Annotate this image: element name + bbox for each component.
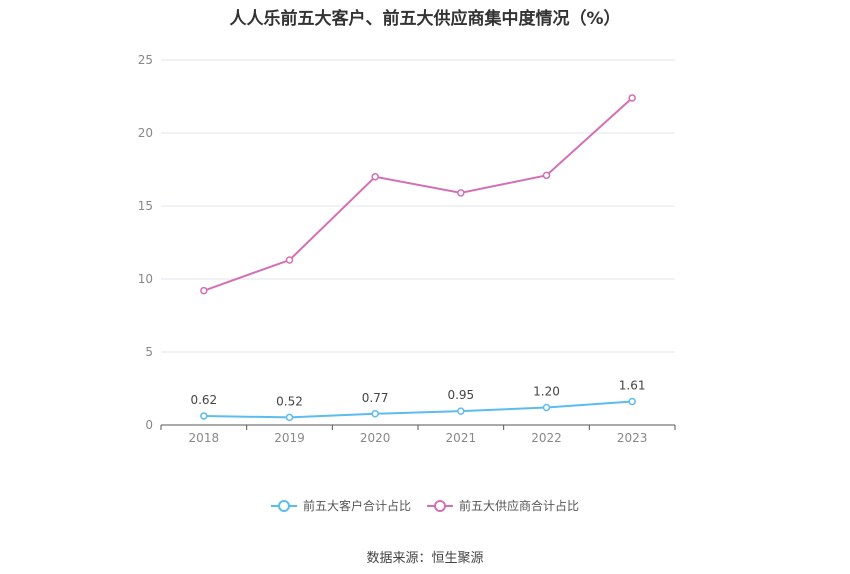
y-tick-label: 25 xyxy=(138,53,153,67)
legend-item[interactable]: 前五大客户合计占比 xyxy=(270,497,411,514)
y-tick-label: 10 xyxy=(138,272,153,286)
series-line xyxy=(203,400,633,419)
x-tick-label: 2023 xyxy=(617,431,648,445)
x-tick-label: 2019 xyxy=(274,431,305,445)
data-source: 数据来源：恒生聚源 xyxy=(366,551,484,566)
legend-item[interactable]: 前五大供应商合计占比 xyxy=(427,497,579,514)
data-label: 0.52 xyxy=(276,394,303,408)
y-tick-label: 0 xyxy=(145,418,153,432)
data-point xyxy=(371,173,379,181)
legend-label: 前五大供应商合计占比 xyxy=(459,499,580,513)
x-tick-label: 2021 xyxy=(446,431,477,445)
legend-swatch-icon xyxy=(270,499,297,512)
series-line xyxy=(203,97,633,292)
data-point xyxy=(628,397,636,406)
data-point xyxy=(200,286,208,295)
legend-label: 前五大客户合计占比 xyxy=(302,499,411,513)
data-point xyxy=(542,171,551,180)
y-tick-label: 20 xyxy=(138,126,153,140)
data-point xyxy=(457,189,465,197)
y-tick-label: 5 xyxy=(145,345,153,359)
data-label: 1.20 xyxy=(533,384,560,398)
x-tick-label: 2018 xyxy=(189,431,220,445)
data-point xyxy=(542,403,551,412)
data-label: 0.95 xyxy=(447,388,474,402)
y-tick-label: 15 xyxy=(138,199,153,213)
data-label: 1.61 xyxy=(619,378,646,392)
data-label: 0.62 xyxy=(190,393,217,407)
chart-legend: 前五大客户合计占比 前五大供应商合计占比 xyxy=(0,497,850,514)
x-tick-label: 2020 xyxy=(360,431,391,445)
data-point xyxy=(285,256,294,264)
data-point xyxy=(200,412,208,420)
data-point xyxy=(285,413,294,422)
chart-title: 人人乐前五大客户、前五大供应商集中度情况（%） xyxy=(229,9,621,29)
x-tick-label: 2022 xyxy=(531,431,562,445)
data-label: 0.77 xyxy=(362,391,389,405)
data-point xyxy=(457,407,465,415)
data-point xyxy=(371,410,379,418)
data-point xyxy=(628,94,636,102)
legend-swatch-icon xyxy=(427,499,453,512)
